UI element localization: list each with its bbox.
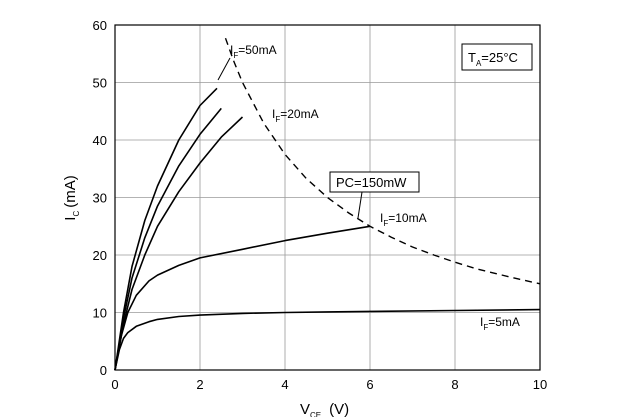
x-tick-label: 0 xyxy=(111,377,118,392)
y-tick-label: 40 xyxy=(93,133,107,148)
power-label-box xyxy=(329,171,420,193)
series-line-4 xyxy=(114,87,218,371)
y-tick-label: 30 xyxy=(93,191,107,206)
y-axis-label: IC(mA) xyxy=(62,175,81,220)
series-label-10ma: IF=10mA xyxy=(380,211,427,228)
x-axis-label: VCE (V) xyxy=(300,401,349,417)
axis-ticks: 0 2 4 6 8 10 0 10 20 30 40 50 60 xyxy=(93,18,548,392)
x-tick-label: 2 xyxy=(196,377,203,392)
condition-box xyxy=(461,43,533,71)
series-line-2 xyxy=(114,116,244,371)
x-tick-label: 6 xyxy=(366,377,373,392)
series-line-3 xyxy=(114,107,222,371)
curve-group xyxy=(114,37,541,371)
series-line-0 xyxy=(114,308,541,371)
power-curve-line xyxy=(224,37,541,285)
grid-lines xyxy=(114,24,541,371)
series-label-5ma: IF=5mA xyxy=(480,315,520,332)
power-label-pointer xyxy=(357,191,363,219)
condition-label: TA=25°C xyxy=(468,50,518,68)
series-label-50ma: IF=50mA xyxy=(230,43,277,60)
series-pointer-50ma xyxy=(217,57,231,81)
y-tick-label: 10 xyxy=(93,306,107,321)
series-label-20ma: IF=20mA xyxy=(272,107,319,124)
plot-frame xyxy=(114,24,541,371)
y-tick-label: 60 xyxy=(93,18,107,33)
y-tick-label: 50 xyxy=(93,76,107,91)
x-tick-label: 8 xyxy=(451,377,458,392)
y-tick-label: 20 xyxy=(93,248,107,263)
x-tick-label: 10 xyxy=(533,377,547,392)
y-tick-label: 0 xyxy=(100,363,107,378)
x-tick-label: 4 xyxy=(281,377,288,392)
power-label: PC=150mW xyxy=(336,175,407,190)
series-line-1 xyxy=(114,225,371,371)
